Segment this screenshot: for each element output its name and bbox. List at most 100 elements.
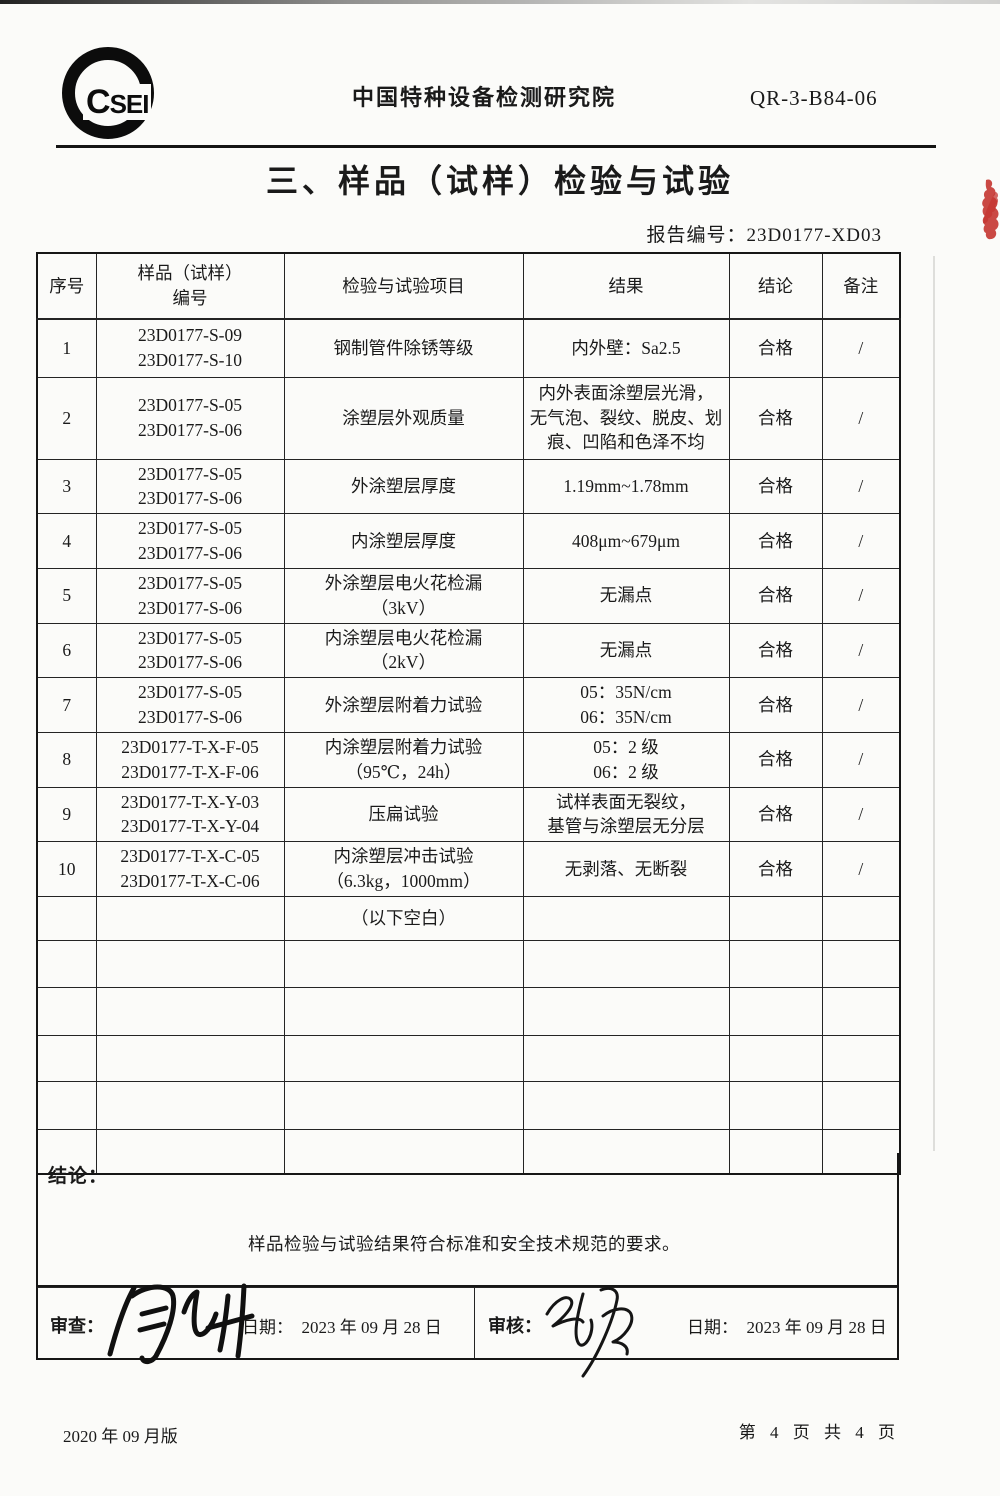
cell-remark xyxy=(821,1129,901,1174)
cell-no: 6 xyxy=(36,622,97,679)
cell-remark: / xyxy=(821,677,901,733)
cell-no xyxy=(36,896,97,941)
cell-test-item: 外涂塑层电火花检漏 （3kV） xyxy=(283,567,524,624)
cell-test-item xyxy=(283,940,524,988)
cell-test-item: 内涂塑层电火花检漏 （2kV） xyxy=(283,622,524,679)
cell-result: 1.19mm~1.78mm xyxy=(522,458,730,515)
table-row: 9 23D0177-T-X-Y-03 23D0177-T-X-Y-04 压扁试验 试样… xyxy=(36,786,901,843)
cell-conclusion: 合格 xyxy=(728,677,823,733)
cell-remark: / xyxy=(821,567,901,624)
cell-conclusion: 合格 xyxy=(728,318,823,378)
table-row: 7 23D0177-S-05 23D0177-S-06 外涂塑层附着力试验 05：35… xyxy=(36,677,901,733)
cell-test-item: 外涂塑层附着力试验 xyxy=(283,677,524,733)
cell-result xyxy=(522,987,730,1036)
cell-conclusion xyxy=(728,1081,823,1130)
cell-conclusion: 合格 xyxy=(728,376,823,460)
reviewer-date-label: 日期： xyxy=(242,1318,293,1337)
cell-conclusion: 合格 xyxy=(728,786,823,843)
cell-sample-id: 23D0177-S-05 23D0177-S-06 xyxy=(95,376,285,460)
empty-row xyxy=(36,987,901,1036)
cell-no: 1 xyxy=(36,318,97,378)
cell-result: 05：2 级 06：2 级 xyxy=(522,731,730,788)
cell-remark xyxy=(821,940,901,988)
cell-sample-id xyxy=(95,940,285,988)
reviewer-label: 审查： xyxy=(50,1316,104,1336)
reviewer-signature xyxy=(107,1283,255,1365)
cell-conclusion: 合格 xyxy=(728,841,823,897)
cell-result: 无剥落、无断裂 xyxy=(522,841,730,897)
auditor-date: 日期： 2023 年 09 月 28 日 xyxy=(687,1313,887,1338)
cell-sample-id: 23D0177-S-05 23D0177-S-06 xyxy=(95,458,285,515)
cell-no: 10 xyxy=(36,841,97,897)
cell-sample-id: 23D0177-T-X-Y-03 23D0177-T-X-Y-04 xyxy=(95,786,285,843)
cell-conclusion xyxy=(728,896,823,941)
cell-test-item: （以下空白） xyxy=(283,896,524,941)
table-row: 3 23D0177-S-05 23D0177-S-06 外涂塑层厚度 1.19mm~1… xyxy=(36,458,901,515)
cell-no: 5 xyxy=(36,567,97,624)
scan-fold-line xyxy=(933,256,935,1151)
empty-row xyxy=(36,940,901,988)
cell-test-item: 外涂塑层厚度 xyxy=(283,458,524,515)
cell-no: 8 xyxy=(36,731,97,788)
cell-sample-id: 23D0177-S-05 23D0177-S-06 xyxy=(95,677,285,733)
report-number-value: 23D0177-XD03 xyxy=(746,225,882,246)
conclusion-label: 结论： xyxy=(48,1166,109,1187)
empty-row xyxy=(36,1129,901,1174)
cell-conclusion: 合格 xyxy=(728,458,823,515)
table-row: 8 23D0177-T-X-F-05 23D0177-T-X-F-06 内涂塑层附着… xyxy=(36,731,901,788)
column-header-result: 结果 xyxy=(522,252,730,320)
cell-result: 无漏点 xyxy=(522,567,730,624)
page-title: 三、样品（试样）检验与试验 xyxy=(265,163,734,199)
reviewer-cell: 审查： 日期： 2023 年 09 月 28 日 xyxy=(38,1283,475,1365)
cell-result: 无漏点 xyxy=(522,622,730,679)
cell-conclusion xyxy=(728,1129,823,1174)
results-table: 序号 样品（试样） 编号 检验与试验项目 结果 结论 备注 1 23D0177-S… xyxy=(36,252,901,1175)
red-stamp-icon xyxy=(982,179,999,240)
cell-no: 7 xyxy=(36,677,97,733)
cell-conclusion: 合格 xyxy=(728,567,823,624)
cell-conclusion: 合格 xyxy=(728,513,823,569)
cell-test-item: 内涂塑层附着力试验 （95℃，24h） xyxy=(283,731,524,788)
cell-remark: / xyxy=(821,318,901,378)
reviewer-date-value: 2023 年 09 月 28 日 xyxy=(301,1318,442,1337)
cell-result xyxy=(522,896,730,941)
csei-logo-icon: CSEI xyxy=(62,47,154,139)
report-number-label: 报告编号： xyxy=(646,225,747,246)
auditor-date-label: 日期： xyxy=(687,1318,738,1337)
cell-remark xyxy=(821,987,901,1036)
cell-conclusion xyxy=(728,940,823,988)
empty-row xyxy=(36,1035,901,1082)
cell-no xyxy=(36,940,97,988)
cell-result: 试样表面无裂纹， 基管与涂塑层无分层 xyxy=(522,786,730,843)
header-divider xyxy=(56,145,936,148)
form-code: QR-3-B84-06 xyxy=(750,86,878,110)
table-row: 1 23D0177-S-09 23D0177-S-10 钢制管件除锈等级 内外壁：Sa… xyxy=(36,318,901,378)
cell-no: 3 xyxy=(36,458,97,515)
csei-logo-text: CSEI xyxy=(83,84,152,120)
cell-conclusion: 合格 xyxy=(728,731,823,788)
cell-remark xyxy=(821,1035,901,1082)
auditor-date-value: 2023 年 09 月 28 日 xyxy=(746,1318,887,1337)
cell-sample-id: 23D0177-T-X-F-05 23D0177-T-X-F-06 xyxy=(95,731,285,788)
table-row: 5 23D0177-S-05 23D0177-S-06 外涂塑层电火花检漏 （3kV… xyxy=(36,567,901,624)
cell-no xyxy=(36,1081,97,1130)
table-row: 10 23D0177-T-X-C-05 23D0177-T-X-C-06 内涂塑层冲… xyxy=(36,841,901,897)
conclusion-box: 结论： 样品检验与试验结果符合标准和安全技术规范的要求。 xyxy=(36,1153,899,1287)
cell-test-item xyxy=(283,1129,524,1174)
cell-conclusion xyxy=(728,1035,823,1082)
cell-result xyxy=(522,1035,730,1082)
cell-result: 05：35N/cm 06：35N/cm xyxy=(522,677,730,733)
cell-sample-id xyxy=(95,1081,285,1130)
column-header-no: 序号 xyxy=(36,252,97,320)
cell-sample-id xyxy=(95,1129,285,1174)
column-header-remark: 备注 xyxy=(821,252,901,320)
empty-row xyxy=(36,1081,901,1130)
cell-no xyxy=(36,1129,97,1174)
cell-test-item xyxy=(283,1035,524,1082)
cell-sample-id: 23D0177-S-05 23D0177-S-06 xyxy=(95,513,285,569)
cell-sample-id: 23D0177-S-09 23D0177-S-10 xyxy=(95,318,285,378)
cell-no: 9 xyxy=(36,786,97,843)
cell-sample-id: 23D0177-S-05 23D0177-S-06 xyxy=(95,622,285,679)
cell-sample-id: 23D0177-T-X-C-05 23D0177-T-X-C-06 xyxy=(95,841,285,897)
cell-sample-id: 23D0177-S-05 23D0177-S-06 xyxy=(95,567,285,624)
